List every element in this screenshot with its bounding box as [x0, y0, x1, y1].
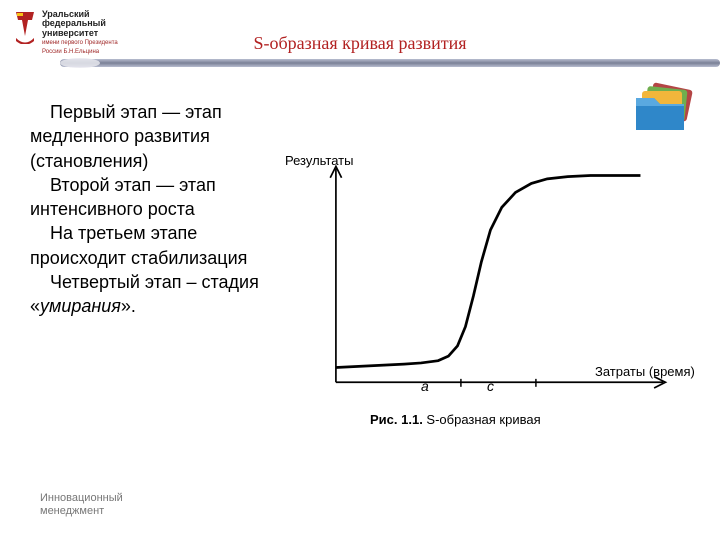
footer-label: Инновационный менеджмент [40, 492, 123, 518]
body-text: Первый этап — этап медленного развития (… [30, 100, 270, 319]
logo-subline: России Б.Н.Ельцина [42, 49, 118, 55]
logo-line: университет [42, 29, 118, 38]
stage-1: Первый этап — этап медленного развития (… [30, 100, 270, 173]
chart-caption: Рис. 1.1. S-образная кривая [370, 412, 541, 427]
logo: Уральский федеральный университет имени … [14, 10, 118, 55]
s-curve-svg [295, 155, 695, 405]
logo-text: Уральский федеральный университет имени … [42, 10, 118, 55]
stage-2: Второй этап — этап интенсивного роста [30, 173, 270, 222]
logo-subline: имени первого Президента [42, 40, 118, 46]
logo-mark-icon [14, 10, 36, 44]
title-underline-icon [0, 56, 720, 70]
folder-stack-icon [630, 80, 700, 135]
stage-3: На третьем этапе происходит стабилизация [30, 221, 270, 270]
page-title: S-образная кривая развития [253, 33, 466, 54]
stage-4: Четвертый этап – стадия «умирания». [30, 270, 270, 319]
s-curve-chart [295, 155, 695, 405]
